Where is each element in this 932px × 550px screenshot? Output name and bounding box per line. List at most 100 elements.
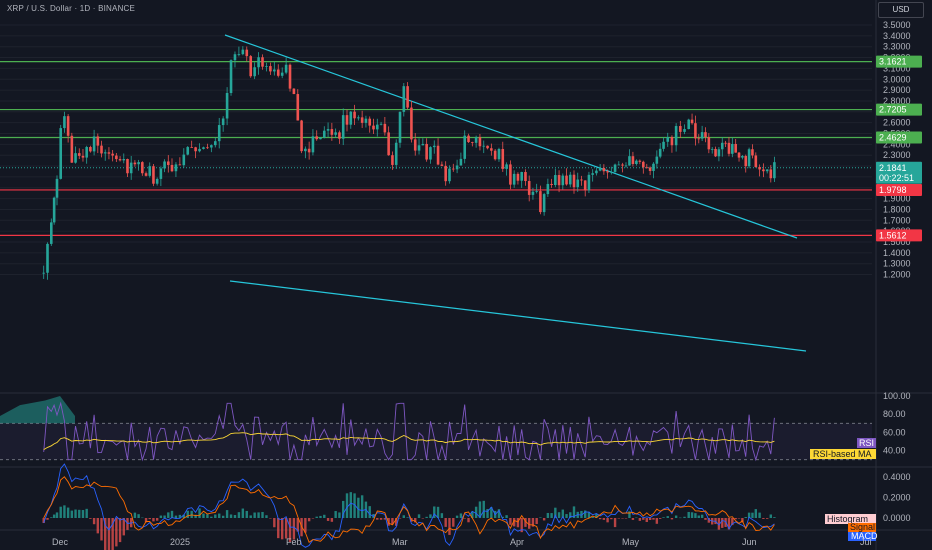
candle-body xyxy=(697,138,701,140)
level-label[interactable]: 2.4629 xyxy=(879,133,907,143)
price-tick-label: 1.9000 xyxy=(883,194,911,204)
wedge-trendlines[interactable] xyxy=(224,34,807,352)
level-label[interactable]: 1.9798 xyxy=(879,185,907,195)
candle-body xyxy=(198,148,201,152)
candle-body xyxy=(635,160,638,165)
candle-body xyxy=(550,183,553,186)
candle-body xyxy=(645,167,649,169)
candle-body xyxy=(674,126,678,146)
upper-trendline[interactable] xyxy=(224,34,798,239)
macd-histogram-bar xyxy=(194,514,197,518)
macd-histogram-bar xyxy=(159,515,163,518)
macd-histogram-bar xyxy=(70,510,74,518)
macd-histogram-bar xyxy=(85,508,88,518)
time-label[interactable]: Feb xyxy=(286,537,302,547)
candle-body xyxy=(598,167,602,171)
horizontal-levels[interactable] xyxy=(0,61,872,236)
macd-histogram-bar xyxy=(744,517,747,518)
macd-histogram-bar xyxy=(587,511,591,518)
price-tick-label: 2.6000 xyxy=(883,118,911,128)
lower-trendline[interactable] xyxy=(229,280,807,352)
level-label-box[interactable] xyxy=(876,103,922,116)
current-price-label[interactable]: 2.1841 xyxy=(879,163,907,173)
macd-histogram-bar xyxy=(440,513,444,518)
level-label-box[interactable] xyxy=(876,229,922,242)
level-label[interactable]: 1.5612 xyxy=(879,230,907,240)
time-label[interactable]: Mar xyxy=(392,537,408,547)
candle-body xyxy=(383,123,387,133)
macd-histogram-bar xyxy=(662,517,665,518)
macd-histogram-bar xyxy=(478,501,482,518)
macd-histogram-bar xyxy=(512,518,516,527)
macd-histogram-bar xyxy=(269,518,272,519)
macd-histogram-bar xyxy=(198,508,201,518)
histogram-tag xyxy=(825,514,876,524)
currency-selector[interactable]: USD xyxy=(878,2,924,18)
candle-body xyxy=(141,162,144,174)
macd-histogram-bar xyxy=(658,518,662,519)
candle-body xyxy=(326,129,330,131)
macd-histogram-bar xyxy=(253,512,256,518)
macd-histogram-bar xyxy=(433,506,436,518)
level-label-box[interactable] xyxy=(876,55,922,68)
grid xyxy=(0,24,872,276)
current-price-box[interactable] xyxy=(876,161,922,184)
macd-histogram-bar xyxy=(96,518,100,534)
candle-body xyxy=(679,126,682,132)
time-label[interactable]: Apr xyxy=(510,537,524,547)
level-label[interactable]: 3.1621 xyxy=(879,57,907,67)
macd-histogram-bar xyxy=(402,515,406,518)
macd-histogram-bar xyxy=(89,518,92,519)
macd-histogram-bar xyxy=(448,518,451,535)
time-label[interactable]: Dec xyxy=(52,537,69,547)
candle-body xyxy=(170,164,174,172)
time-label[interactable]: 2025 xyxy=(170,537,190,547)
candle-body xyxy=(394,142,398,165)
level-label[interactable]: 2.7205 xyxy=(879,105,907,115)
macd-histogram-bar xyxy=(524,518,527,527)
level-label-box[interactable] xyxy=(876,183,922,196)
macd-histogram-bar xyxy=(225,510,229,518)
macd-histogram-bar xyxy=(482,500,485,518)
candle-body xyxy=(467,135,470,143)
macd-histogram-bar xyxy=(655,518,659,524)
candle-body xyxy=(253,67,256,77)
bar-countdown[interactable]: 00:22:51 xyxy=(879,173,914,183)
time-axis[interactable]: Dec 2025 Feb Mar Apr May Jun Jul xyxy=(52,537,872,547)
candle-body xyxy=(245,49,249,57)
candle-body xyxy=(539,191,542,213)
time-label[interactable]: Jul xyxy=(860,537,872,547)
macd-histogram-bar xyxy=(704,518,707,520)
macd-histogram-bar xyxy=(292,518,296,540)
rsi-ma-tag xyxy=(810,449,876,459)
macd-histogram-bar xyxy=(338,512,341,518)
macd-histogram-bar xyxy=(694,513,697,518)
candle-body xyxy=(276,69,280,76)
price-tick-label: 1.8000 xyxy=(883,204,911,214)
price-tick-label: 2.3000 xyxy=(883,150,911,160)
time-label[interactable]: May xyxy=(622,537,640,547)
macd-histogram-bar xyxy=(155,518,159,521)
candle-body xyxy=(81,155,85,158)
price-tick-label: 3.0000 xyxy=(883,74,911,84)
macd-histogram-bar xyxy=(55,512,59,518)
level-label-box[interactable] xyxy=(876,131,922,144)
candle-body xyxy=(42,272,45,274)
price-axis[interactable]: 3.50003.40003.30003.20003.10003.00002.90… xyxy=(810,20,922,541)
symbol-title[interactable]: XRP / U.S. Dollar · 1D · BINANCE xyxy=(7,4,136,13)
rsi-tick-label: 100.00 xyxy=(883,391,911,401)
candle-body xyxy=(580,179,583,181)
candle-body xyxy=(315,136,319,140)
macd-histogram-bar xyxy=(565,514,568,518)
price-tick-label: 3.4000 xyxy=(883,31,911,41)
macd-histogram-bar xyxy=(406,517,409,518)
time-label[interactable]: Jun xyxy=(742,537,757,547)
macd-histogram-bar xyxy=(174,515,178,518)
candle-body xyxy=(52,197,56,223)
macd-histogram-bar xyxy=(417,514,421,518)
macd-histogram-bar xyxy=(516,518,520,528)
macd-histogram-bar xyxy=(747,512,751,518)
macd-histogram-bar xyxy=(133,512,137,518)
